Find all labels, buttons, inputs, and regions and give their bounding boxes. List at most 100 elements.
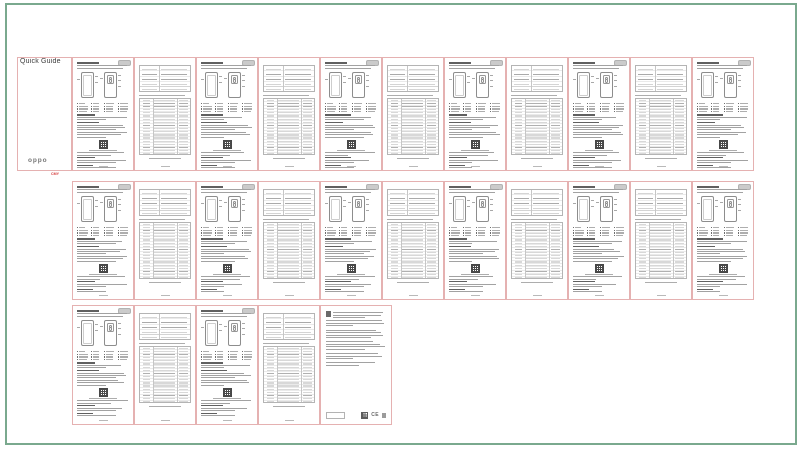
callout-legend xyxy=(201,103,253,113)
legend-item xyxy=(214,351,224,353)
page-number xyxy=(346,295,356,296)
callout-tick xyxy=(325,203,328,204)
legend-item xyxy=(228,353,238,355)
info-table xyxy=(387,65,439,92)
table-cell-text xyxy=(265,315,281,338)
phone-diagrams xyxy=(449,71,501,102)
legend-item xyxy=(476,232,486,234)
legend-item xyxy=(462,229,471,231)
page-number xyxy=(718,295,728,296)
page-number xyxy=(222,295,232,296)
table-cell-text xyxy=(514,99,522,155)
text-line xyxy=(697,136,721,138)
page-diagram xyxy=(72,57,134,171)
table-cell-text xyxy=(178,223,188,279)
callout-tick xyxy=(95,330,98,331)
table-cell-text xyxy=(513,67,529,90)
legend-item xyxy=(697,111,708,113)
page-content xyxy=(449,185,501,297)
table-note xyxy=(397,281,429,283)
text-line xyxy=(201,62,223,64)
text-line xyxy=(77,313,127,315)
text-line xyxy=(573,114,595,116)
table-divider xyxy=(283,66,284,91)
legend-item xyxy=(600,227,610,229)
callout-tick xyxy=(242,204,245,205)
language-tag-pill xyxy=(118,184,131,190)
legend-item xyxy=(104,356,114,358)
text-line xyxy=(201,407,247,409)
callout-tick xyxy=(467,82,470,83)
phone-back-diagram xyxy=(600,196,613,223)
language-tag-pill xyxy=(738,184,751,190)
text-line xyxy=(77,412,93,414)
table-note xyxy=(521,157,553,159)
table-cell-text xyxy=(142,99,150,155)
page-content xyxy=(139,185,191,297)
legend-item xyxy=(117,227,128,229)
legend-item xyxy=(201,235,212,237)
text-line xyxy=(201,369,227,372)
text-line xyxy=(325,278,359,280)
callout-tick xyxy=(614,210,617,211)
legend-item xyxy=(352,235,361,237)
page-diagram xyxy=(692,181,754,300)
legend-item xyxy=(117,235,128,237)
legend-item xyxy=(214,359,223,361)
page-number xyxy=(284,295,294,296)
text-line xyxy=(325,283,372,285)
text-line xyxy=(201,405,223,407)
camera-module-icon xyxy=(354,74,362,84)
legend-item xyxy=(228,227,238,229)
legend-item xyxy=(737,227,748,229)
text-line xyxy=(326,341,373,343)
info-table xyxy=(511,189,563,216)
text-line xyxy=(449,281,467,283)
text-line xyxy=(325,291,364,293)
legend-item xyxy=(241,232,252,234)
legend-item xyxy=(613,105,624,107)
legend-item xyxy=(476,108,486,110)
text-line xyxy=(326,353,378,355)
text-line xyxy=(449,67,495,69)
text-line xyxy=(201,162,235,164)
legend-item xyxy=(241,108,252,110)
callout-tick xyxy=(715,206,718,207)
page-content xyxy=(697,61,749,169)
text-line xyxy=(449,131,496,133)
text-line xyxy=(573,67,619,69)
callout-tick xyxy=(118,204,121,205)
legend-item xyxy=(365,111,376,113)
text-line xyxy=(201,159,252,161)
legend-item xyxy=(104,229,114,231)
legend-item xyxy=(489,235,500,237)
text-line xyxy=(697,253,721,255)
text-line xyxy=(573,117,616,118)
table-divider xyxy=(424,223,426,279)
callout-tick xyxy=(95,76,98,77)
spec-table xyxy=(387,98,439,156)
legend-item xyxy=(214,229,223,231)
qr-code xyxy=(594,263,604,273)
text-line xyxy=(573,283,616,285)
text-line xyxy=(326,329,377,331)
legend-item xyxy=(613,235,624,237)
legend-item xyxy=(228,229,238,231)
text-line xyxy=(77,260,116,262)
callout-tick xyxy=(224,326,227,327)
legend-item xyxy=(90,359,99,361)
text-line xyxy=(201,186,223,188)
legend-item xyxy=(462,227,472,229)
phone-back-diagram xyxy=(104,72,117,99)
text-line xyxy=(326,320,382,322)
text-line xyxy=(697,286,721,288)
text-line xyxy=(697,278,736,280)
qr-caption xyxy=(89,397,117,399)
callout-tick xyxy=(614,80,617,81)
qr-caption xyxy=(461,273,489,275)
legend-item xyxy=(338,103,348,105)
legend-item xyxy=(600,229,610,231)
legend-item xyxy=(489,103,500,105)
legend-item xyxy=(241,353,252,355)
qr-caption xyxy=(585,149,613,151)
